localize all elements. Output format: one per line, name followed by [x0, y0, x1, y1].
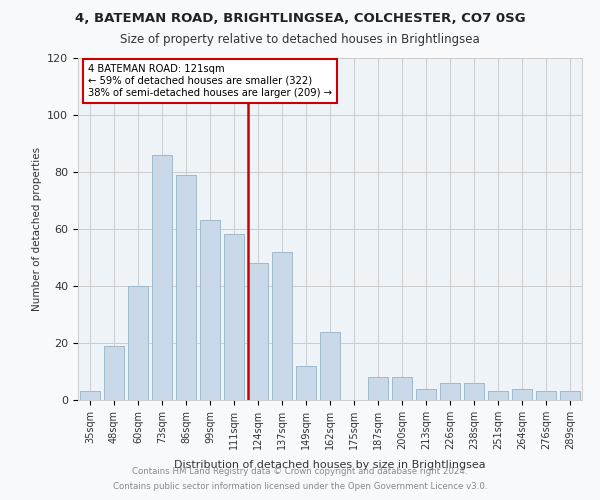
- Bar: [560, 392, 580, 400]
- Bar: [488, 392, 508, 400]
- X-axis label: Distribution of detached houses by size in Brightlingsea: Distribution of detached houses by size …: [174, 460, 486, 470]
- Bar: [128, 286, 148, 400]
- Bar: [272, 252, 292, 400]
- Y-axis label: Number of detached properties: Number of detached properties: [32, 146, 41, 311]
- Bar: [152, 154, 172, 400]
- Bar: [296, 366, 316, 400]
- Bar: [536, 392, 556, 400]
- Bar: [176, 174, 196, 400]
- Bar: [248, 263, 268, 400]
- Bar: [464, 383, 484, 400]
- Bar: [416, 388, 436, 400]
- Bar: [224, 234, 244, 400]
- Bar: [200, 220, 220, 400]
- Text: 4 BATEMAN ROAD: 121sqm
← 59% of detached houses are smaller (322)
38% of semi-de: 4 BATEMAN ROAD: 121sqm ← 59% of detached…: [88, 64, 332, 98]
- Bar: [512, 388, 532, 400]
- Text: Contains public sector information licensed under the Open Government Licence v3: Contains public sector information licen…: [113, 482, 487, 491]
- Text: 4, BATEMAN ROAD, BRIGHTLINGSEA, COLCHESTER, CO7 0SG: 4, BATEMAN ROAD, BRIGHTLINGSEA, COLCHEST…: [74, 12, 526, 26]
- Bar: [368, 377, 388, 400]
- Text: Size of property relative to detached houses in Brightlingsea: Size of property relative to detached ho…: [120, 32, 480, 46]
- Bar: [440, 383, 460, 400]
- Bar: [320, 332, 340, 400]
- Bar: [392, 377, 412, 400]
- Text: Contains HM Land Registry data © Crown copyright and database right 2024.: Contains HM Land Registry data © Crown c…: [132, 467, 468, 476]
- Bar: [80, 392, 100, 400]
- Bar: [104, 346, 124, 400]
